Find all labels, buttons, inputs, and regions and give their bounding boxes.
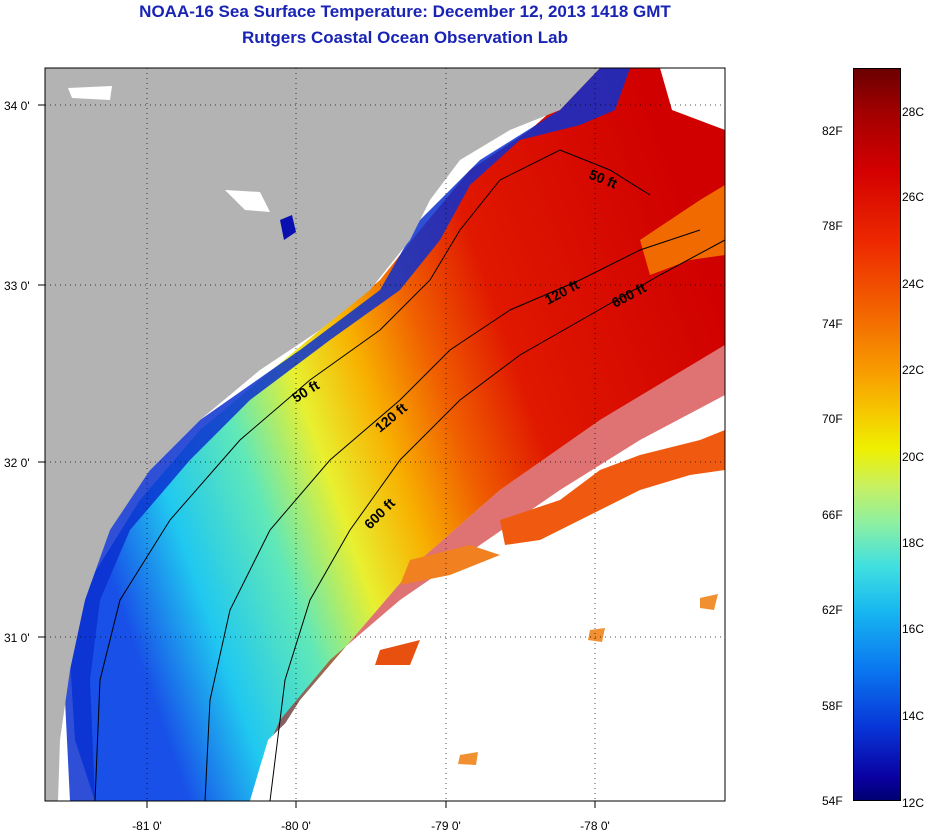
colorbar-f-label: 74F: [822, 317, 843, 331]
lat-tick-label: 32 0': [4, 456, 30, 470]
offshore-fragments: [375, 640, 420, 665]
land: [45, 68, 600, 801]
graticule: [45, 68, 725, 801]
colorbar-f-label: 62F: [822, 603, 843, 617]
offshore-warm-tongue: [640, 185, 725, 275]
colorbar-f-label: 82F: [822, 124, 843, 138]
colorbar-f-label: 58F: [822, 699, 843, 713]
map-subtitle: Rutgers Coastal Ocean Observation Lab: [242, 28, 568, 47]
map-title: NOAA-16 Sea Surface Temperature: Decembe…: [139, 2, 671, 21]
inland-lake: [280, 215, 296, 240]
temperature-colorbar: [853, 68, 901, 801]
offshore-fragments: [500, 430, 725, 545]
colorbar-f-label: 54F: [822, 794, 843, 808]
inland-lake: [68, 86, 270, 212]
contour-50ft: [94, 149, 651, 801]
colorbar-f-label: 78F: [822, 219, 843, 233]
lat-tick-label: 34 0': [4, 99, 30, 113]
colorbar-c-label: 14C: [902, 709, 925, 723]
tick-marks: [38, 104, 596, 808]
contour-120ft: [204, 229, 701, 801]
contour-600ft: [269, 239, 725, 801]
cloud-patch: [250, 345, 725, 801]
warm-core: [262, 345, 725, 760]
colorbar-c-label: 12C: [902, 796, 925, 810]
colorbar-c-label: 26C: [902, 190, 925, 204]
lon-tick-label: -81 0': [132, 819, 162, 832]
colorbar-c-label: 22C: [902, 363, 925, 377]
offshore-fragments: [400, 545, 500, 585]
sst-swath: [70, 68, 725, 801]
colorbar-c-label: 28C: [902, 105, 925, 119]
colorbar-c-label: 20C: [902, 450, 925, 464]
colorbar-f-label: 70F: [822, 412, 843, 426]
lon-tick-label: -78 0': [580, 819, 610, 832]
colorbar-c-label: 24C: [902, 277, 925, 291]
lat-tick-label: 31 0': [4, 631, 30, 645]
lat-tick-label: 33 0': [4, 279, 30, 293]
map-frame: [44, 67, 726, 802]
lon-tick-label: -80 0': [281, 819, 311, 832]
colorbar-c-label: 18C: [902, 536, 925, 550]
lon-tick-label: -79 0': [431, 819, 461, 832]
colorbar-c-label: 16C: [902, 622, 925, 636]
colorbar-f-label: 66F: [822, 508, 843, 522]
